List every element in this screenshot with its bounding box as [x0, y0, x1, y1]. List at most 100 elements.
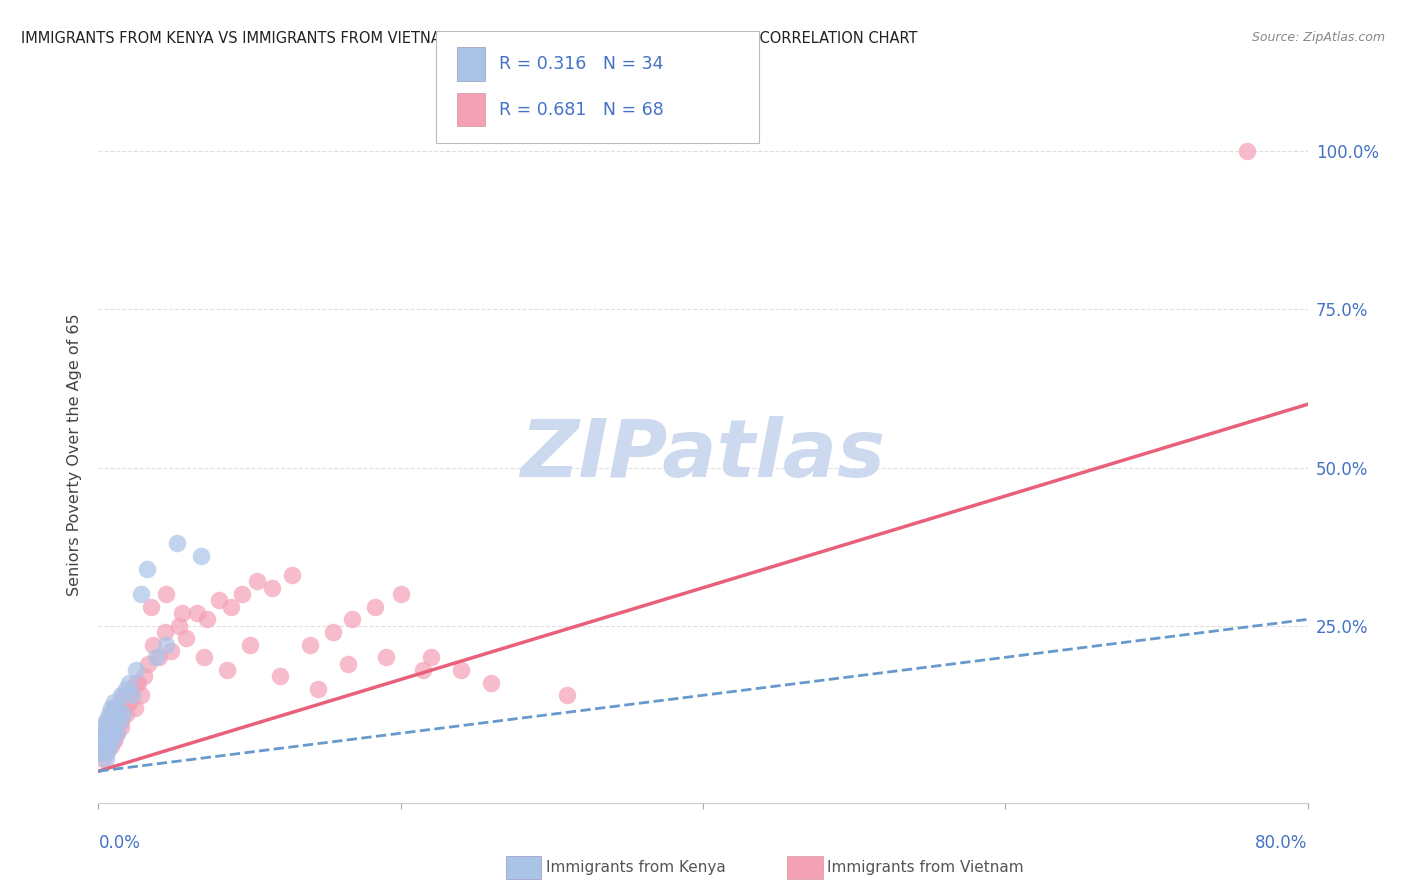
- Point: [96, 745, 118, 759]
- Point: [190, 549, 212, 563]
- Text: IMMIGRANTS FROM KENYA VS IMMIGRANTS FROM VIETNAM SENIORS POVERTY OVER THE AGE OF: IMMIGRANTS FROM KENYA VS IMMIGRANTS FROM…: [21, 31, 918, 46]
- Point: [103, 701, 125, 715]
- Point: [103, 732, 125, 747]
- Point: [239, 638, 262, 652]
- Text: 80.0%: 80.0%: [1256, 834, 1308, 852]
- Point: [141, 599, 163, 614]
- Point: [155, 638, 177, 652]
- Point: [96, 714, 118, 728]
- Point: [110, 688, 132, 702]
- Point: [101, 714, 124, 728]
- Point: [114, 707, 136, 722]
- Point: [215, 663, 238, 677]
- Point: [101, 720, 124, 734]
- Point: [111, 701, 134, 715]
- Point: [90, 745, 112, 759]
- Point: [389, 587, 412, 601]
- Point: [364, 599, 387, 614]
- Point: [93, 726, 115, 740]
- Point: [170, 606, 193, 620]
- Point: [166, 536, 188, 550]
- Point: [94, 714, 117, 728]
- Text: ZIPatlas: ZIPatlas: [520, 416, 886, 494]
- Point: [103, 732, 125, 747]
- Point: [93, 739, 115, 753]
- Point: [100, 701, 122, 715]
- Point: [121, 681, 143, 696]
- Point: [124, 701, 146, 715]
- Point: [110, 720, 132, 734]
- Point: [412, 663, 434, 677]
- Point: [299, 638, 322, 652]
- Point: [98, 726, 121, 740]
- Point: [153, 625, 176, 640]
- Point: [93, 739, 115, 753]
- Point: [231, 587, 253, 601]
- Point: [155, 587, 177, 601]
- Point: [374, 650, 396, 665]
- Point: [307, 681, 329, 696]
- Point: [110, 714, 132, 728]
- Point: [108, 714, 131, 728]
- Point: [108, 695, 131, 709]
- Point: [142, 638, 165, 652]
- Point: [118, 675, 141, 690]
- Text: Immigrants from Kenya: Immigrants from Kenya: [546, 861, 725, 875]
- Point: [93, 726, 115, 740]
- Point: [101, 732, 124, 747]
- Point: [94, 745, 117, 759]
- Point: [98, 707, 121, 722]
- Point: [112, 688, 135, 702]
- Text: R = 0.681   N = 68: R = 0.681 N = 68: [499, 101, 664, 119]
- Point: [336, 657, 359, 671]
- Point: [145, 650, 167, 665]
- Point: [221, 599, 243, 614]
- Point: [174, 632, 197, 646]
- Point: [129, 587, 152, 601]
- Point: [94, 720, 117, 734]
- Point: [94, 751, 117, 765]
- Point: [262, 581, 284, 595]
- Point: [420, 650, 443, 665]
- Point: [98, 739, 121, 753]
- Text: 0.0%: 0.0%: [98, 834, 141, 852]
- Point: [269, 669, 291, 683]
- Point: [1236, 145, 1258, 159]
- Point: [125, 675, 148, 690]
- Point: [481, 675, 503, 690]
- Y-axis label: Seniors Poverty Over the Age of 65: Seniors Poverty Over the Age of 65: [67, 314, 83, 596]
- Point: [96, 720, 118, 734]
- Point: [105, 726, 128, 740]
- Point: [118, 695, 141, 709]
- Point: [96, 732, 118, 747]
- Point: [114, 681, 136, 696]
- Point: [100, 726, 122, 740]
- Text: Immigrants from Vietnam: Immigrants from Vietnam: [827, 861, 1024, 875]
- Point: [555, 688, 578, 702]
- Point: [135, 562, 157, 576]
- Point: [90, 732, 112, 747]
- Point: [167, 618, 190, 632]
- Point: [342, 612, 364, 626]
- Point: [94, 732, 117, 747]
- Point: [118, 695, 141, 709]
- Point: [105, 726, 128, 740]
- Point: [186, 606, 208, 620]
- Point: [208, 593, 231, 607]
- Point: [104, 707, 127, 722]
- Text: R = 0.316   N = 34: R = 0.316 N = 34: [499, 55, 664, 73]
- Point: [121, 688, 143, 702]
- Point: [107, 707, 129, 722]
- Point: [125, 663, 148, 677]
- Point: [281, 568, 304, 582]
- Point: [160, 644, 183, 658]
- Point: [104, 714, 127, 728]
- Point: [450, 663, 472, 677]
- Point: [91, 745, 114, 759]
- Point: [100, 739, 122, 753]
- Point: [91, 751, 114, 765]
- Point: [322, 625, 344, 640]
- Point: [129, 688, 152, 702]
- Point: [100, 707, 122, 722]
- Point: [103, 695, 125, 709]
